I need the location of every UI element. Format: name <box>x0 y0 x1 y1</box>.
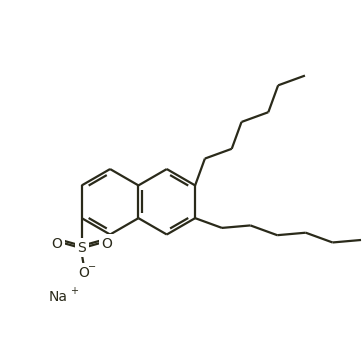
Text: O: O <box>51 237 62 251</box>
Text: O: O <box>79 266 90 280</box>
Text: Na: Na <box>49 290 68 304</box>
Text: +: + <box>70 286 78 296</box>
Text: −: − <box>89 262 97 272</box>
Text: S: S <box>77 241 86 255</box>
Text: O: O <box>101 237 112 251</box>
